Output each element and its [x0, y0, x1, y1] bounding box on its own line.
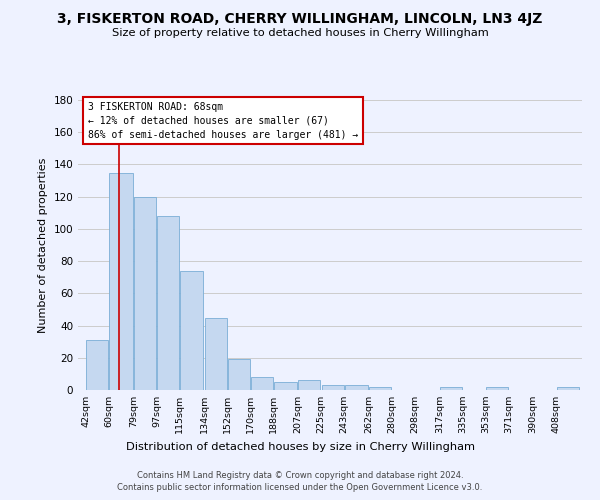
Bar	[86, 340, 109, 390]
Bar	[180, 271, 203, 390]
Bar	[227, 360, 250, 390]
Bar	[134, 196, 156, 390]
Text: Size of property relative to detached houses in Cherry Willingham: Size of property relative to detached ho…	[112, 28, 488, 38]
Text: Distribution of detached houses by size in Cherry Willingham: Distribution of detached houses by size …	[125, 442, 475, 452]
Bar	[557, 387, 579, 390]
Bar	[251, 377, 273, 390]
Text: 3, FISKERTON ROAD, CHERRY WILLINGHAM, LINCOLN, LN3 4JZ: 3, FISKERTON ROAD, CHERRY WILLINGHAM, LI…	[58, 12, 542, 26]
Bar	[298, 380, 320, 390]
Bar	[109, 172, 133, 390]
Bar	[486, 387, 508, 390]
Bar	[157, 216, 179, 390]
Bar	[205, 318, 227, 390]
Bar	[369, 387, 391, 390]
Text: Contains HM Land Registry data © Crown copyright and database right 2024.: Contains HM Land Registry data © Crown c…	[137, 471, 463, 480]
Bar	[440, 387, 462, 390]
Bar	[274, 382, 298, 390]
Bar	[344, 385, 368, 390]
Text: 3 FISKERTON ROAD: 68sqm
← 12% of detached houses are smaller (67)
86% of semi-de: 3 FISKERTON ROAD: 68sqm ← 12% of detache…	[88, 102, 359, 140]
Y-axis label: Number of detached properties: Number of detached properties	[38, 158, 48, 332]
Text: Contains public sector information licensed under the Open Government Licence v3: Contains public sector information licen…	[118, 484, 482, 492]
Bar	[322, 385, 344, 390]
